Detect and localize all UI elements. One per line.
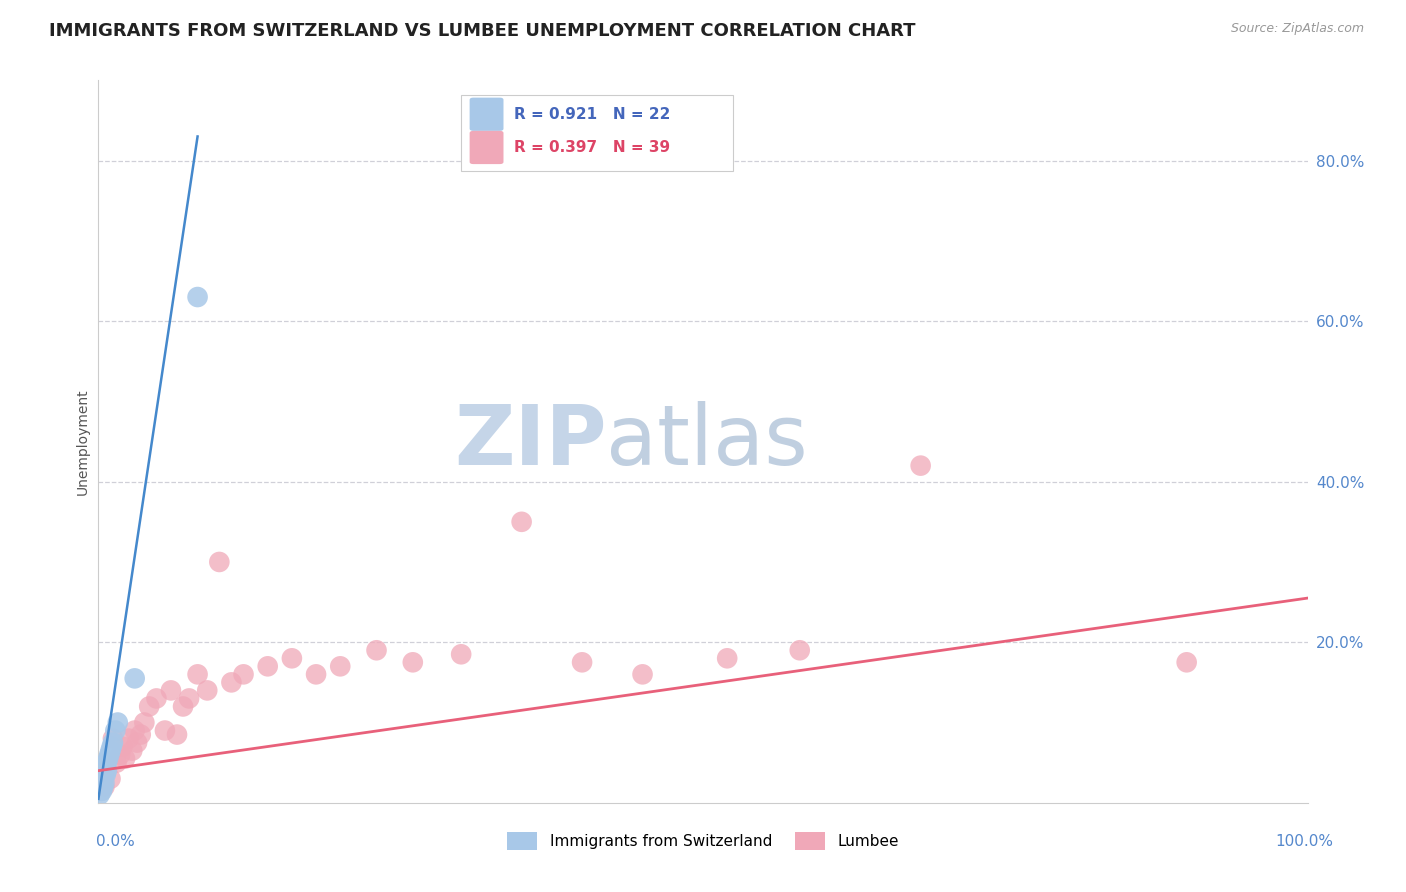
- Point: [105, 756, 128, 770]
- Text: atlas: atlas: [606, 401, 808, 482]
- Point: [631, 667, 654, 681]
- Point: [510, 515, 533, 529]
- FancyBboxPatch shape: [461, 95, 734, 170]
- Text: R = 0.397   N = 39: R = 0.397 N = 39: [515, 140, 671, 155]
- Point: [101, 731, 124, 746]
- Point: [153, 723, 176, 738]
- Y-axis label: Unemployment: Unemployment: [76, 388, 90, 495]
- Point: [90, 784, 112, 798]
- Point: [118, 731, 141, 746]
- Point: [89, 788, 111, 802]
- Point: [100, 739, 122, 754]
- Point: [90, 780, 112, 794]
- Point: [91, 772, 114, 786]
- Point: [172, 699, 194, 714]
- Point: [96, 764, 118, 778]
- Point: [111, 739, 134, 754]
- Text: Source: ZipAtlas.com: Source: ZipAtlas.com: [1230, 22, 1364, 36]
- Point: [121, 744, 143, 758]
- Point: [91, 780, 114, 794]
- Point: [134, 715, 156, 730]
- Point: [195, 683, 218, 698]
- Point: [208, 555, 231, 569]
- Point: [127, 735, 149, 749]
- Point: [305, 667, 328, 681]
- Point: [97, 751, 120, 765]
- Point: [145, 691, 167, 706]
- Point: [329, 659, 352, 673]
- Point: [114, 751, 136, 765]
- Text: R = 0.921   N = 22: R = 0.921 N = 22: [515, 107, 671, 121]
- Point: [129, 728, 152, 742]
- Point: [93, 776, 115, 790]
- Point: [104, 723, 127, 738]
- Point: [402, 655, 425, 669]
- Point: [179, 691, 201, 706]
- Point: [108, 747, 131, 762]
- Text: 0.0%: 0.0%: [96, 834, 135, 848]
- FancyBboxPatch shape: [470, 131, 503, 164]
- Point: [100, 744, 122, 758]
- Point: [100, 772, 122, 786]
- Point: [221, 675, 243, 690]
- Point: [93, 764, 115, 778]
- Point: [571, 655, 593, 669]
- Point: [94, 767, 117, 781]
- Point: [124, 671, 146, 685]
- Point: [256, 659, 278, 673]
- Text: IMMIGRANTS FROM SWITZERLAND VS LUMBEE UNEMPLOYMENT CORRELATION CHART: IMMIGRANTS FROM SWITZERLAND VS LUMBEE UN…: [49, 22, 915, 40]
- Point: [94, 760, 117, 774]
- Point: [101, 735, 124, 749]
- Point: [450, 648, 472, 662]
- Point: [281, 651, 304, 665]
- Point: [1175, 655, 1198, 669]
- Point: [166, 728, 188, 742]
- Point: [98, 747, 121, 762]
- Point: [107, 715, 129, 730]
- Point: [93, 780, 115, 794]
- Text: ZIP: ZIP: [454, 401, 606, 482]
- Point: [91, 784, 114, 798]
- Text: 100.0%: 100.0%: [1275, 834, 1333, 848]
- Point: [789, 643, 811, 657]
- Point: [187, 667, 209, 681]
- Point: [716, 651, 738, 665]
- Point: [160, 683, 183, 698]
- Point: [96, 756, 118, 770]
- Point: [91, 776, 114, 790]
- Point: [187, 290, 209, 304]
- Legend: Immigrants from Switzerland, Lumbee: Immigrants from Switzerland, Lumbee: [501, 826, 905, 856]
- FancyBboxPatch shape: [470, 97, 503, 131]
- Point: [124, 723, 146, 738]
- Point: [138, 699, 160, 714]
- Point: [232, 667, 254, 681]
- Point: [366, 643, 388, 657]
- Point: [910, 458, 932, 473]
